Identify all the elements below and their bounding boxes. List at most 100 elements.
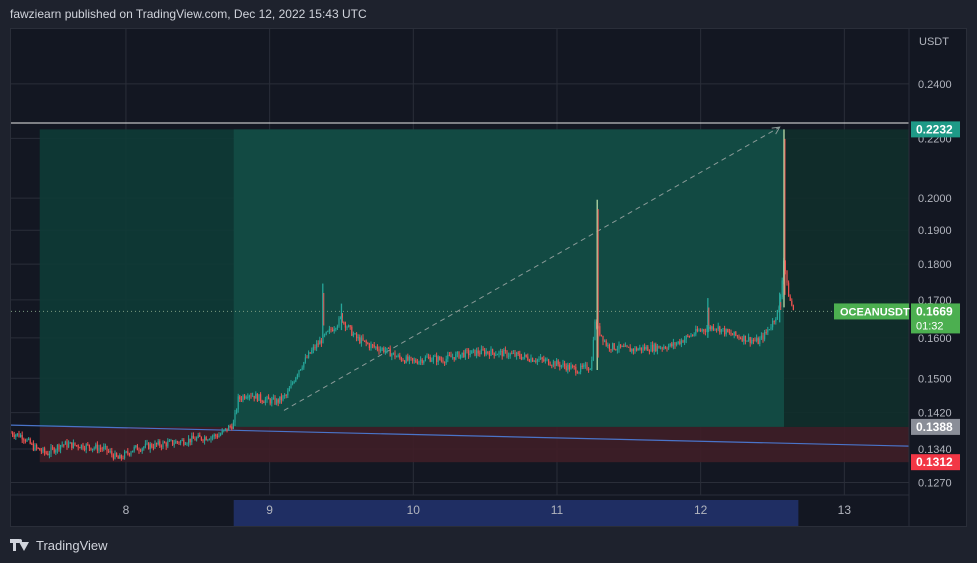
chart-area[interactable]: USDT 0.1270 0.1340 0.1420 0.1500 0.1600 0.1700…	[10, 28, 967, 527]
candle-body	[474, 349, 476, 356]
candle-body	[426, 356, 428, 358]
price-chart[interactable]: USDT0.12700.13400.14200.15000.16000.1700…	[11, 29, 966, 526]
candle-body	[165, 443, 167, 447]
y-tick-label: 0.1340	[918, 444, 952, 456]
candle-body	[514, 352, 516, 357]
candle-body	[320, 340, 322, 344]
candle-body	[493, 352, 495, 356]
candle-body	[327, 330, 329, 332]
candle-body	[399, 355, 401, 358]
candle-body	[236, 409, 238, 413]
candle-body	[383, 348, 385, 352]
candle-body	[685, 335, 687, 340]
x-tick-label: 13	[838, 503, 852, 517]
candle-body	[740, 338, 742, 340]
candle-body	[495, 354, 497, 356]
candle-body	[306, 357, 308, 359]
candle-body	[631, 348, 633, 352]
stop-price-badge	[911, 454, 960, 471]
candle-body	[775, 318, 777, 322]
candle-body	[332, 329, 334, 332]
candle-body	[728, 332, 730, 333]
candle-body	[717, 326, 719, 330]
candle-body	[298, 370, 300, 375]
candle-body	[88, 444, 90, 448]
candle-body	[50, 447, 52, 454]
tradingview-brand: TradingView	[36, 537, 108, 553]
candle-body	[602, 335, 604, 342]
candle-body	[106, 445, 108, 452]
candle-body	[407, 356, 409, 361]
candle-body	[191, 435, 193, 443]
candle-body	[744, 335, 746, 342]
candle-body	[132, 450, 134, 453]
x-tick-label: 10	[407, 503, 421, 517]
candle-body	[26, 439, 28, 442]
candle-body	[72, 442, 74, 449]
candle-body	[708, 326, 710, 329]
candle-body	[533, 361, 535, 363]
candle-body	[109, 451, 111, 453]
candle-body	[525, 354, 527, 357]
candle-body	[156, 442, 158, 445]
candle-body	[575, 366, 577, 373]
candle-body	[741, 338, 743, 342]
candle-body	[621, 346, 623, 347]
candle-body	[378, 349, 380, 352]
candle-body	[287, 391, 289, 396]
candle-body	[756, 338, 758, 341]
candle-body	[720, 329, 722, 333]
candle-body	[354, 333, 356, 335]
candle-body	[45, 452, 47, 454]
candle-body	[53, 448, 55, 453]
candle-body	[95, 444, 97, 448]
candle-body	[780, 297, 782, 307]
candle-body	[207, 439, 209, 441]
candle-body	[317, 343, 319, 345]
candle-body	[362, 337, 364, 341]
candle-body	[183, 439, 185, 445]
candle-body	[216, 435, 218, 438]
candle-body	[757, 338, 759, 345]
candle-body	[117, 456, 119, 459]
candle-body	[264, 399, 266, 403]
candle-body	[324, 334, 326, 336]
candle-body	[220, 434, 222, 436]
candle-body	[360, 337, 362, 344]
candle-body	[460, 354, 462, 359]
y-tick-label: 0.1600	[918, 333, 952, 345]
candle-body	[738, 336, 740, 339]
y-tick-label: 0.1270	[918, 478, 952, 490]
candle-body	[397, 355, 399, 357]
candle-body	[13, 435, 15, 437]
candle-body	[208, 439, 210, 441]
candle-body	[348, 325, 350, 328]
candle-body	[20, 435, 22, 438]
candle-body	[256, 393, 258, 401]
candle-body	[501, 350, 503, 357]
target-price-badge	[911, 121, 960, 138]
candle-body	[516, 352, 518, 357]
candle-body	[690, 335, 692, 337]
candle-body	[405, 356, 407, 363]
candle-body	[300, 369, 302, 371]
candle-body	[404, 360, 406, 363]
candle-body	[402, 360, 404, 362]
candle-body	[293, 381, 295, 383]
candle-body	[346, 327, 348, 328]
candle-body	[333, 329, 335, 332]
candle-body	[714, 328, 716, 330]
candle-body	[224, 428, 226, 430]
candle-body	[252, 395, 254, 397]
candle-body	[394, 352, 396, 358]
candle-body	[724, 328, 726, 335]
candle-body	[528, 360, 530, 362]
candle-body	[98, 448, 100, 451]
candle-body	[722, 328, 724, 330]
candle-body	[330, 328, 332, 330]
candle-body	[440, 359, 442, 361]
candle-body	[56, 445, 58, 450]
candle-body	[664, 347, 666, 349]
tradingview-logo-icon	[10, 539, 30, 551]
candle-body	[732, 334, 734, 336]
